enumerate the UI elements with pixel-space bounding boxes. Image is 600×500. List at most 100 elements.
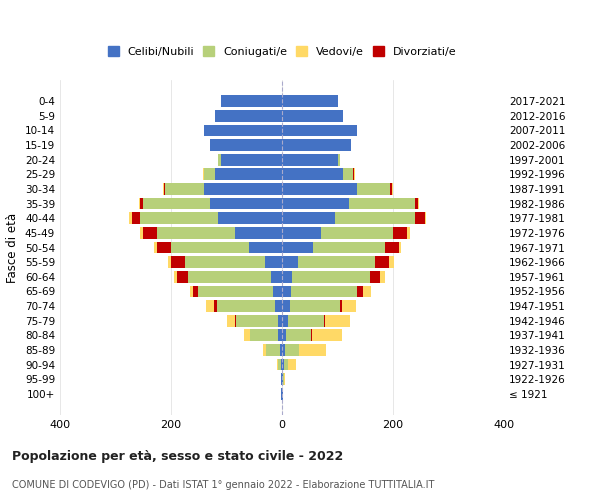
Bar: [266, 344, 280, 356]
Bar: [282, 315, 287, 326]
Bar: [210, 139, 282, 151]
Bar: [273, 286, 282, 298]
Bar: [154, 242, 157, 254]
Bar: [278, 315, 282, 326]
Bar: [249, 242, 282, 254]
Bar: [278, 359, 281, 370]
Bar: [390, 183, 392, 195]
Bar: [140, 227, 143, 238]
Bar: [282, 183, 357, 195]
Bar: [415, 212, 425, 224]
Bar: [380, 271, 385, 282]
Bar: [130, 212, 132, 224]
Bar: [198, 286, 273, 298]
Bar: [171, 256, 185, 268]
Bar: [292, 271, 370, 282]
Bar: [282, 139, 352, 151]
Bar: [282, 359, 284, 370]
Bar: [143, 227, 157, 238]
Bar: [415, 198, 418, 209]
Bar: [204, 124, 282, 136]
Bar: [215, 110, 282, 122]
Bar: [282, 242, 313, 254]
Bar: [166, 183, 204, 195]
Bar: [282, 271, 292, 282]
Bar: [221, 95, 282, 107]
Bar: [236, 315, 278, 326]
Bar: [218, 212, 282, 224]
Bar: [285, 344, 299, 356]
Bar: [190, 286, 193, 298]
Bar: [287, 315, 323, 326]
Y-axis label: Fasce di età: Fasce di età: [7, 212, 19, 282]
Bar: [392, 183, 393, 195]
Bar: [335, 212, 415, 224]
Bar: [282, 95, 337, 107]
Bar: [407, 227, 410, 238]
Bar: [282, 286, 291, 298]
Bar: [204, 183, 282, 195]
Bar: [235, 227, 282, 238]
Bar: [281, 359, 282, 370]
Bar: [291, 286, 358, 298]
Bar: [206, 300, 214, 312]
Bar: [282, 227, 321, 238]
Bar: [278, 330, 282, 341]
Bar: [282, 344, 285, 356]
Bar: [282, 256, 298, 268]
Bar: [227, 315, 235, 326]
Bar: [176, 271, 188, 282]
Bar: [188, 271, 271, 282]
Bar: [286, 330, 311, 341]
Bar: [193, 286, 198, 298]
Bar: [174, 271, 176, 282]
Bar: [353, 168, 355, 180]
Bar: [284, 359, 288, 370]
Bar: [250, 330, 278, 341]
Bar: [312, 330, 343, 341]
Bar: [288, 359, 296, 370]
Bar: [210, 198, 282, 209]
Bar: [204, 168, 215, 180]
Bar: [321, 227, 393, 238]
Bar: [343, 300, 356, 312]
Bar: [398, 242, 401, 254]
Bar: [277, 359, 278, 370]
Bar: [168, 256, 171, 268]
Bar: [282, 300, 290, 312]
Bar: [282, 168, 343, 180]
Bar: [357, 183, 390, 195]
Bar: [425, 212, 427, 224]
Bar: [282, 110, 343, 122]
Bar: [157, 227, 235, 238]
Bar: [284, 374, 285, 385]
Bar: [282, 198, 349, 209]
Bar: [235, 315, 236, 326]
Bar: [418, 198, 419, 209]
Bar: [323, 315, 325, 326]
Bar: [358, 286, 363, 298]
Text: Popolazione per età, sesso e stato civile - 2022: Popolazione per età, sesso e stato civil…: [12, 450, 343, 463]
Bar: [143, 198, 210, 209]
Bar: [244, 330, 250, 341]
Bar: [298, 256, 375, 268]
Bar: [375, 256, 389, 268]
Bar: [214, 300, 217, 312]
Bar: [343, 168, 353, 180]
Bar: [325, 315, 350, 326]
Bar: [282, 330, 286, 341]
Bar: [203, 168, 204, 180]
Bar: [389, 256, 394, 268]
Bar: [140, 212, 218, 224]
Bar: [349, 198, 415, 209]
Bar: [221, 154, 282, 166]
Bar: [217, 300, 275, 312]
Bar: [283, 374, 284, 385]
Bar: [282, 212, 335, 224]
Bar: [282, 124, 357, 136]
Bar: [157, 242, 171, 254]
Bar: [313, 242, 385, 254]
Bar: [363, 286, 371, 298]
Bar: [185, 256, 265, 268]
Bar: [215, 168, 282, 180]
